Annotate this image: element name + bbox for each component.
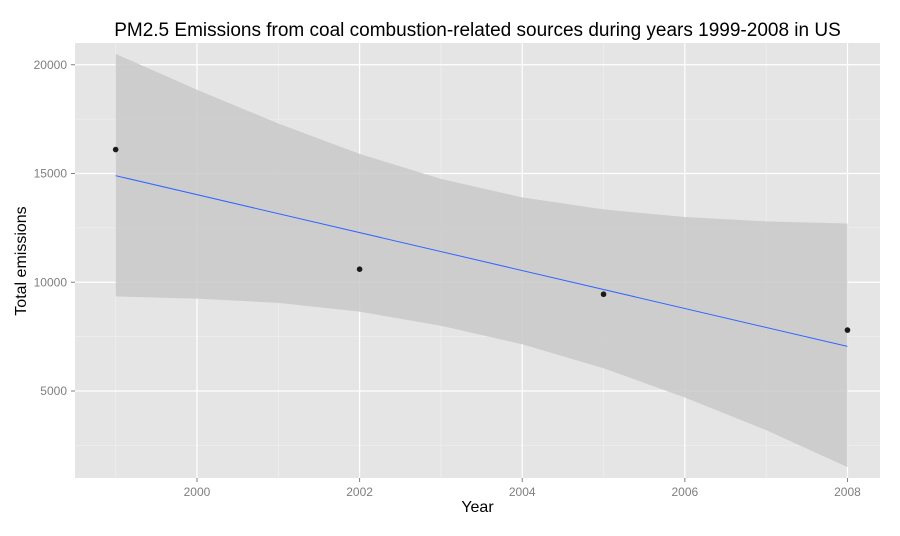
- x-tick-label: 2000: [184, 485, 211, 499]
- data-point: [356, 266, 363, 273]
- y-axis-label: Total emissions: [13, 206, 30, 316]
- confidence-band: [115, 53, 848, 468]
- y-tick-label: 20000: [34, 58, 68, 72]
- x-axis-label: Year: [461, 499, 494, 516]
- chart-title: PM2.5 Emissions from coal combustion-rel…: [114, 20, 841, 41]
- fit-line: [115, 175, 848, 347]
- y-tick-label: 10000: [34, 275, 68, 289]
- y-tick-label: 5000: [40, 384, 67, 398]
- x-tick-label: 2006: [671, 485, 698, 499]
- x-tick-label: 2002: [346, 485, 373, 499]
- y-tick-label: 15000: [34, 167, 68, 181]
- x-tick-label: 2004: [509, 485, 536, 499]
- data-point: [600, 291, 607, 298]
- x-tick-label: 2008: [834, 485, 861, 499]
- data-point: [844, 327, 851, 333]
- data-point: [112, 146, 119, 153]
